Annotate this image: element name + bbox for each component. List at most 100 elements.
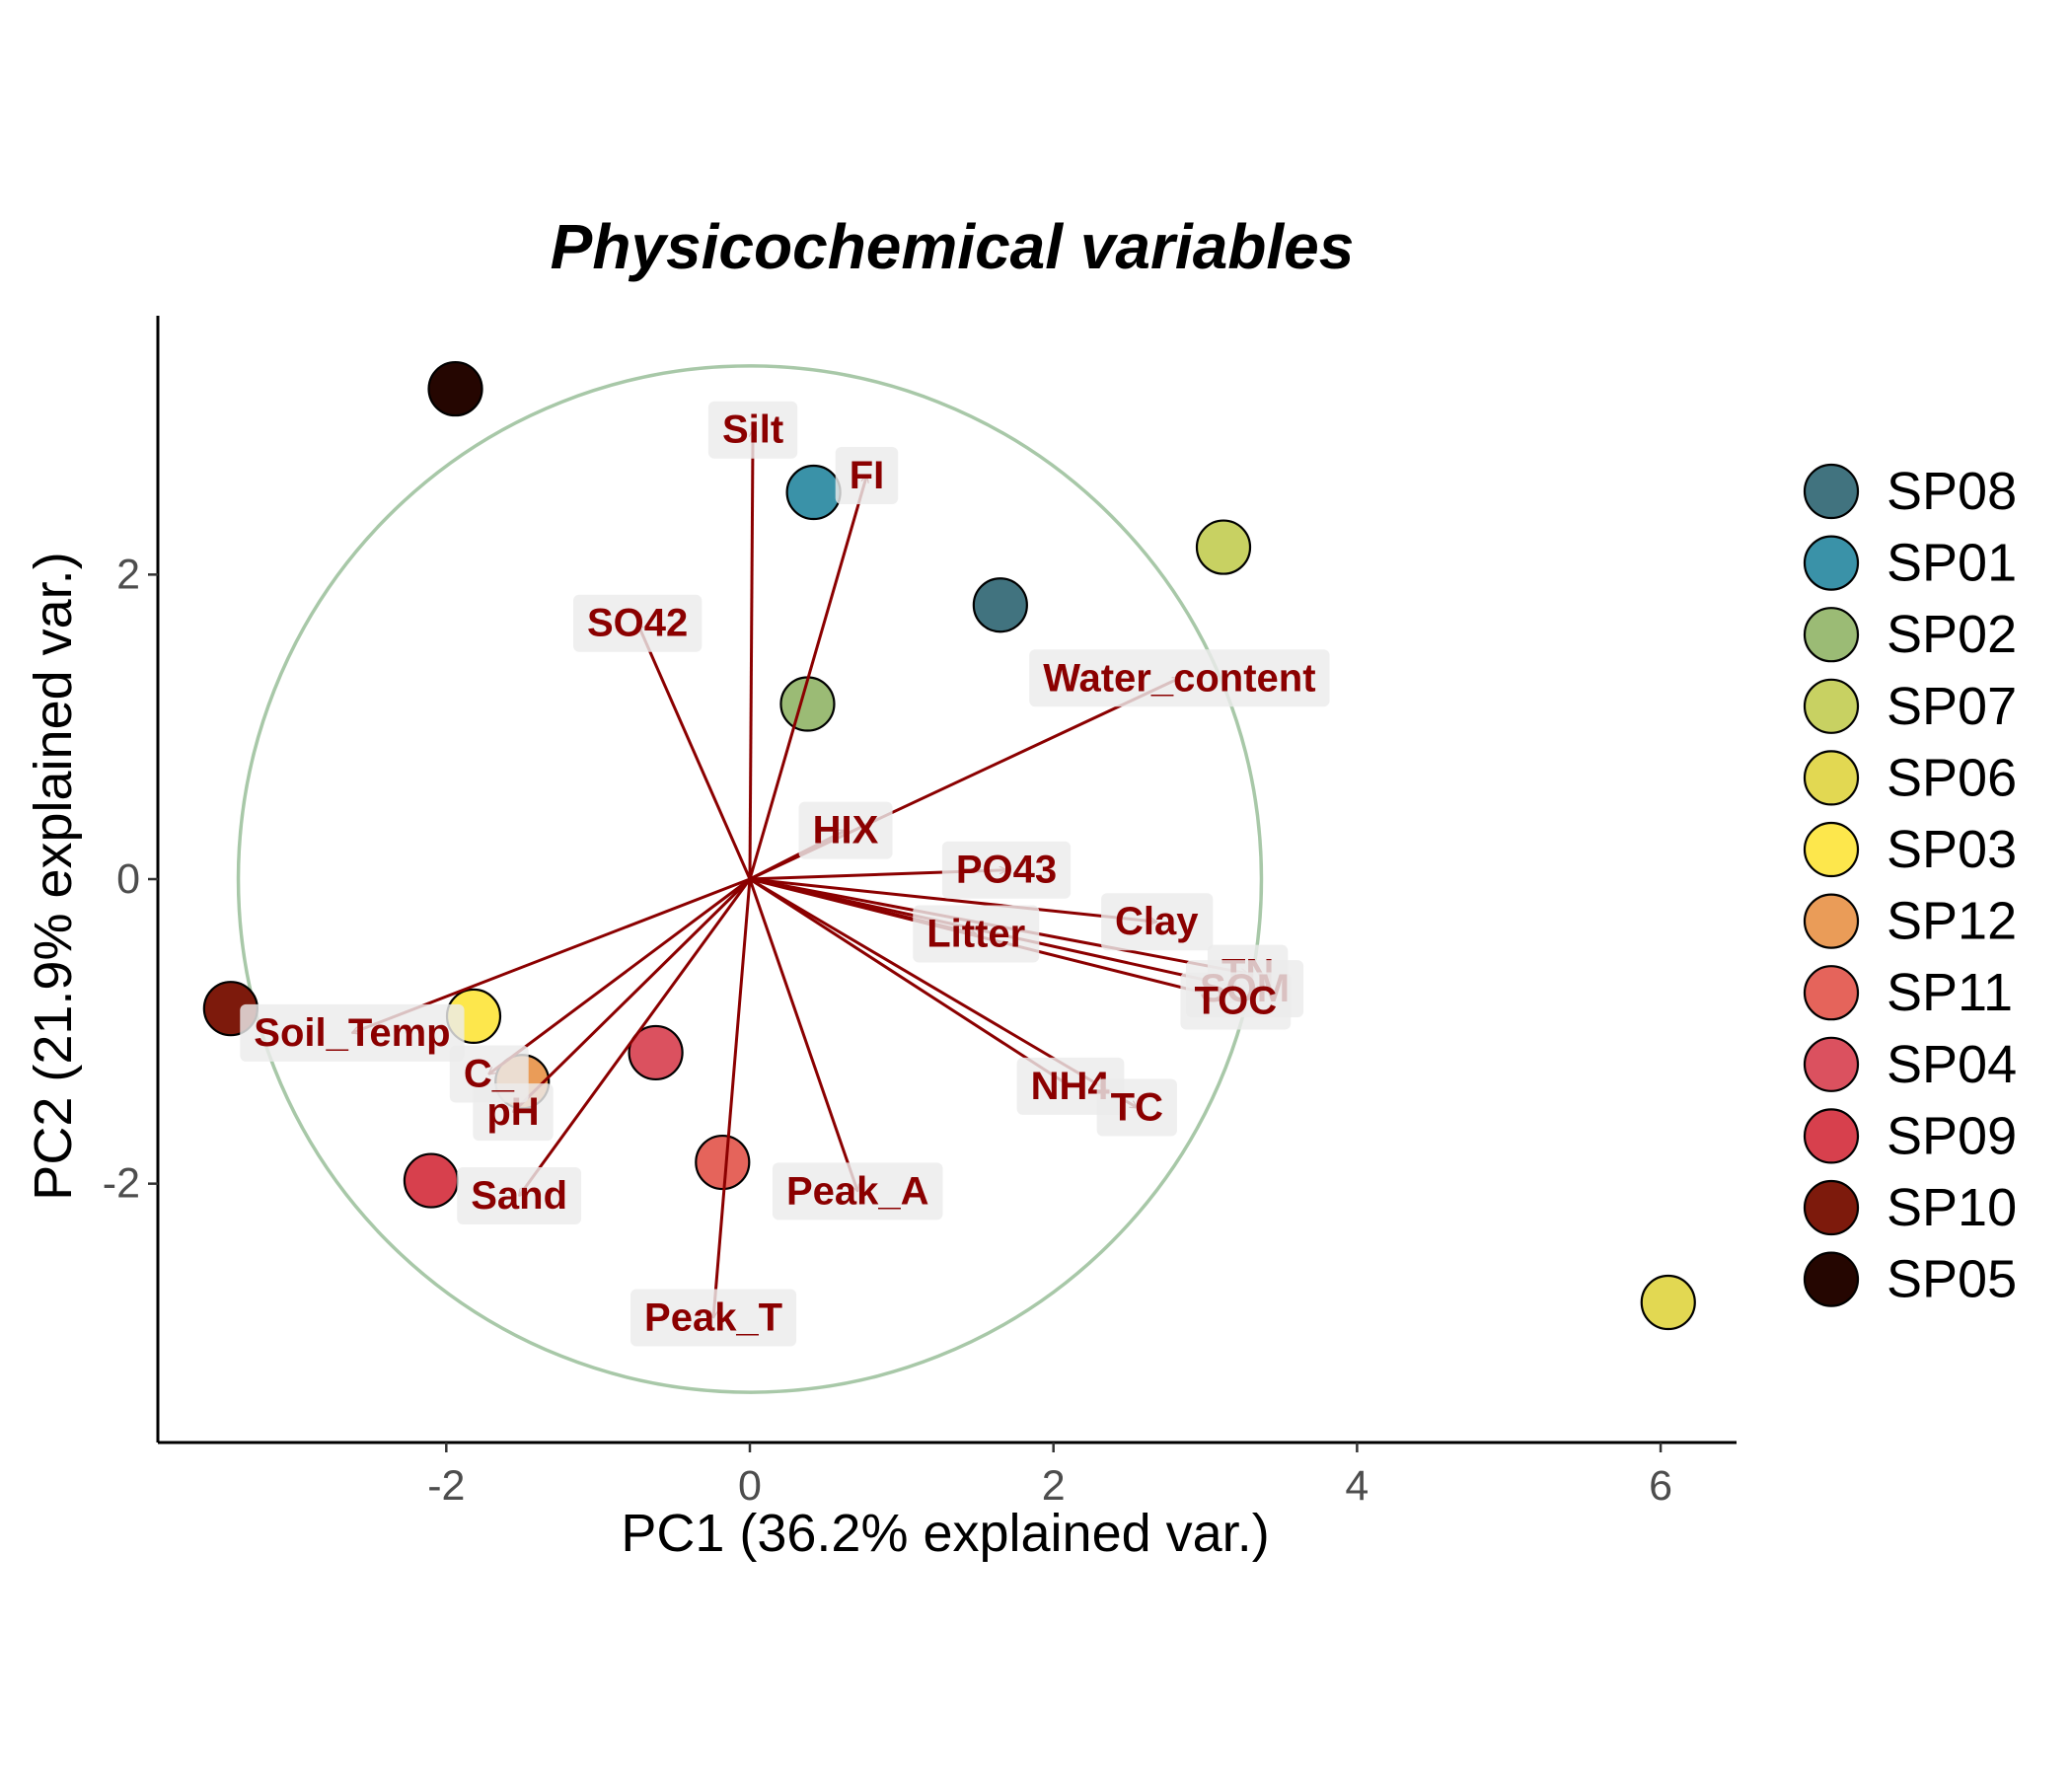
legend-key-sp07	[1803, 678, 1860, 734]
legend-key-sp04	[1803, 1036, 1860, 1092]
legend-item-sp09: SP09	[1803, 1106, 2017, 1165]
label-group-hix: HIX	[798, 801, 893, 859]
label-box-c	[449, 1045, 529, 1103]
label-group-tc: TC	[1096, 1078, 1177, 1137]
label-box-hix	[798, 801, 893, 859]
x-tick-label-2: 2	[1042, 1462, 1066, 1510]
label-so42: SO42	[587, 602, 688, 645]
legend-label-sp03: SP03	[1887, 820, 2017, 879]
legend-item-sp10: SP10	[1803, 1178, 2017, 1237]
legend-key-sp09	[1803, 1108, 1860, 1164]
legend-key-sp10	[1803, 1179, 1860, 1236]
legend-item-sp02: SP02	[1803, 605, 2017, 664]
arrow-so42	[637, 624, 752, 880]
legend-item-sp12: SP12	[1803, 892, 2017, 951]
arrow-ph	[513, 877, 752, 1112]
label-box-litter	[913, 905, 1040, 963]
legend: SP08 SP01 SP02 SP07 SP06 SP03 SP12 SP11 SP04 SP09…	[1803, 462, 2017, 1309]
legend-key-sp01	[1803, 535, 1860, 591]
legend-label-sp07: SP07	[1887, 677, 2017, 736]
label-box-peak-t	[630, 1289, 797, 1347]
legend-key-sp08	[1803, 463, 1860, 520]
label-group-so42: SO42	[573, 594, 703, 652]
label-group-silt: Silt	[707, 401, 798, 459]
legend-key-sp06	[1803, 750, 1860, 806]
legend-label-sp04: SP04	[1887, 1035, 2017, 1094]
point-sp06	[1640, 1274, 1696, 1331]
label-group-litter: Litter	[913, 905, 1040, 963]
label-box-tc	[1096, 1078, 1177, 1137]
label-group-c: C_	[449, 1045, 529, 1103]
x-axis-title: PC1 (36.2% explained var.)	[621, 1504, 1269, 1563]
legend-label-sp06: SP06	[1887, 748, 2017, 807]
legend-key-sp05	[1803, 1251, 1860, 1307]
label-box-clay	[1101, 893, 1214, 951]
correlation-circle	[236, 364, 1264, 1394]
point-sp11	[695, 1134, 751, 1191]
label-peak-t: Peak_T	[644, 1295, 782, 1339]
label-sand: Sand	[471, 1174, 567, 1218]
arrow-peak-t	[713, 878, 752, 1317]
label-hix: HIX	[813, 809, 879, 852]
legend-item-sp06: SP06	[1803, 748, 2017, 807]
point-sp01	[785, 464, 842, 521]
legend-key-sp12	[1803, 893, 1860, 949]
label-box-so42	[573, 594, 703, 652]
label-box-silt	[707, 401, 798, 459]
legend-key-sp11	[1803, 965, 1860, 1021]
legend-item-sp11: SP11	[1803, 963, 2013, 1022]
legend-label-sp11: SP11	[1887, 963, 2013, 1022]
label-box-sand	[457, 1166, 582, 1224]
label-group-clay: Clay	[1101, 893, 1214, 951]
legend-label-sp08: SP08	[1887, 462, 2017, 521]
label-box-peak-a	[772, 1162, 943, 1221]
arrow-sand	[519, 878, 752, 1196]
legend-item-sp05: SP05	[1803, 1250, 2017, 1309]
label-box-water-content	[1029, 649, 1330, 707]
y-tick-label-2: 2	[116, 551, 140, 598]
legend-label-sp09: SP09	[1887, 1106, 2017, 1165]
y-axis-title: PC2 (21.9% explained var.)	[24, 552, 83, 1200]
point-sp04	[628, 1024, 684, 1081]
label-c: C_	[464, 1053, 515, 1096]
label-tc: TC	[1111, 1085, 1163, 1129]
arrow-silt	[748, 430, 753, 880]
arrow-peak-a	[748, 878, 857, 1191]
x-tick-label-2: -2	[427, 1462, 465, 1510]
label-po43: PO43	[956, 849, 1057, 892]
label-litter: Litter	[926, 913, 1025, 956]
y-tick-label-2: -2	[103, 1160, 140, 1208]
x-tick-label-6: 6	[1649, 1462, 1672, 1510]
label-box-toc	[1180, 972, 1292, 1030]
label-silt: Silt	[722, 408, 783, 452]
arrow-fi	[748, 476, 866, 880]
legend-item-sp04: SP04	[1803, 1035, 2017, 1094]
x-tick-label-4: 4	[1345, 1462, 1369, 1510]
label-group-peak-t: Peak_T	[630, 1289, 797, 1347]
legend-label-sp12: SP12	[1887, 892, 2017, 951]
legend-item-sp08: SP08	[1803, 462, 2017, 521]
label-group-water-content: Water_content	[1029, 649, 1330, 707]
legend-item-sp01: SP01	[1803, 534, 2017, 593]
legend-key-sp02	[1803, 607, 1860, 663]
arrow-c	[488, 877, 751, 1074]
legend-label-sp01: SP01	[1887, 534, 2017, 593]
label-box-soil-temp	[240, 1003, 465, 1062]
point-sp02	[779, 676, 836, 732]
label-group-sand: Sand	[457, 1166, 582, 1224]
y-tick-label-0: 0	[116, 855, 140, 903]
label-box-fi	[835, 447, 899, 505]
legend-label-sp10: SP10	[1887, 1178, 2017, 1237]
label-clay: Clay	[1115, 900, 1199, 943]
arrow-nh4	[749, 877, 1071, 1088]
point-sp09	[403, 1152, 460, 1209]
point-sp07	[1195, 519, 1252, 575]
plot-area: Silt FI SO42 Water_content HIX PO43 Clay Litter…	[202, 360, 1696, 1394]
legend-item-sp07: SP07	[1803, 677, 2017, 736]
label-peak-a: Peak_A	[786, 1169, 929, 1213]
legend-key-sp03	[1803, 821, 1860, 878]
label-group-fi: FI	[835, 447, 899, 505]
axes: -2 0 2 4 6 -2 0 2	[103, 316, 1737, 1510]
legend-label-sp05: SP05	[1887, 1250, 2017, 1309]
label-soil-temp: Soil_Temp	[254, 1011, 450, 1055]
